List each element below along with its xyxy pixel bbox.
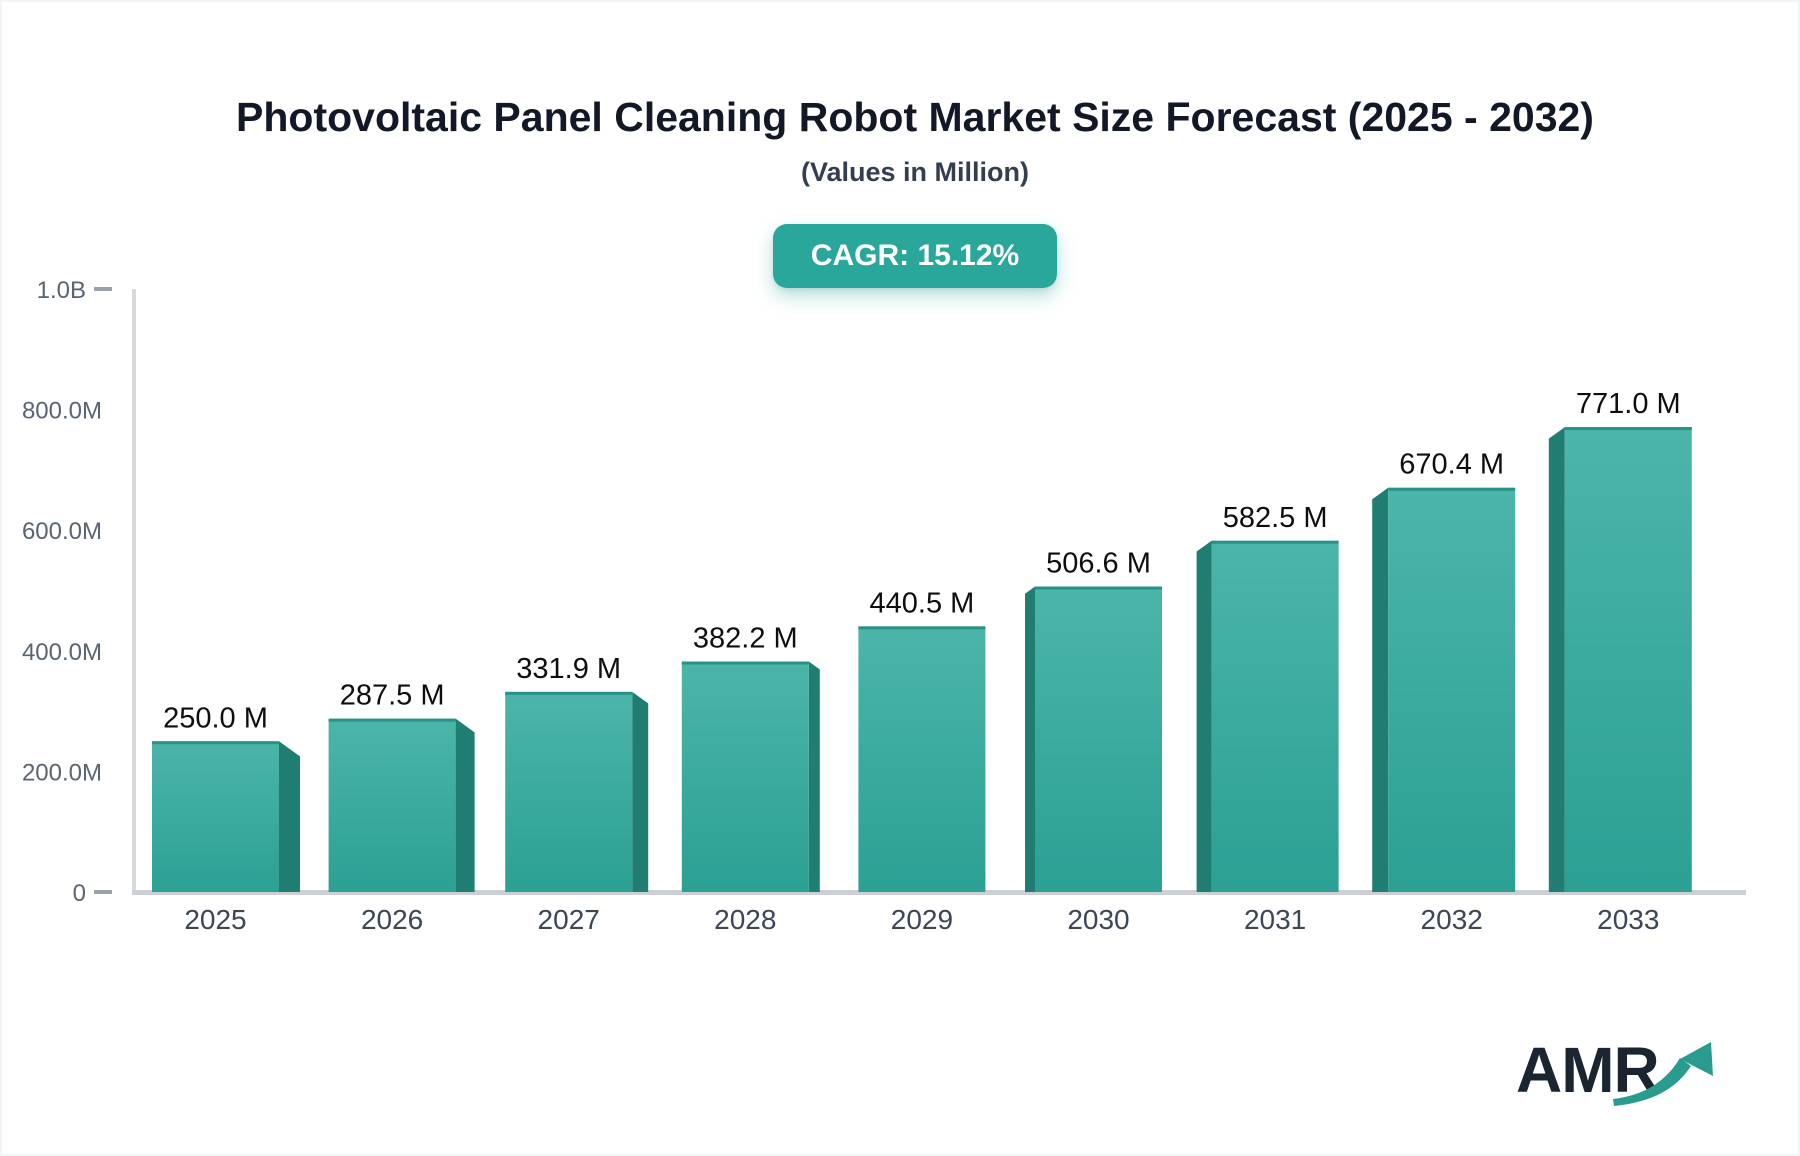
y-axis-tick-label: 600.0M [22, 518, 102, 545]
bar-value-label: 506.6 M [1046, 548, 1151, 580]
bar-top-edge [858, 626, 986, 630]
bar-front-face [1035, 586, 1162, 892]
x-axis-line [132, 890, 1746, 895]
y-axis-line [132, 289, 136, 892]
y-axis-tick-dash [94, 287, 112, 291]
bar-top-edge [1035, 586, 1162, 590]
bar-2032 [1372, 487, 1516, 892]
bar-2029 [858, 626, 986, 892]
bar-2031 [1196, 540, 1339, 892]
bar-top-edge [1564, 427, 1692, 431]
bar-front-face [858, 626, 986, 892]
logo-arrow-head-icon [1680, 1042, 1713, 1076]
bar-value-label: 771.0 M [1576, 388, 1681, 420]
bar-value-label: 582.5 M [1223, 502, 1328, 534]
bar-front-face [152, 741, 279, 892]
bar-value-label: 382.2 M [693, 623, 798, 655]
labels-layer: 250.0 M 2025 287.5 M 2026 331.9 M 2027 382.2 M… [163, 388, 1681, 935]
bar-2033 [1548, 427, 1692, 892]
bar-front-face [1564, 427, 1692, 892]
bar-front-face [1388, 487, 1516, 892]
bar-value-label: 287.5 M [340, 680, 445, 712]
y-axis-tick-label: 800.0M [22, 398, 102, 425]
x-axis-category-label: 2028 [714, 904, 776, 935]
bar-side-face [1196, 540, 1212, 892]
bar-top-edge [1211, 540, 1339, 544]
bar-top-edge [152, 741, 279, 745]
cagr-badge: CAGR: 15.12% [772, 224, 1058, 288]
x-axis-category-label: 2033 [1597, 904, 1659, 935]
bar-2030 [1025, 586, 1162, 892]
chart-header: Photovoltaic Panel Cleaning Robot Market… [62, 2, 1768, 288]
bar-2028 [681, 661, 820, 892]
bar-side-face [808, 661, 820, 892]
x-axis-category-label: 2025 [184, 904, 246, 935]
x-axis-category-label: 2026 [361, 904, 423, 935]
bar-2026 [328, 718, 475, 892]
bars-layer [152, 427, 1692, 892]
logo-arrow-icon [1613, 1058, 1691, 1106]
bar-value-label: 331.9 M [516, 653, 621, 685]
bar-side-face [455, 718, 475, 892]
y-axis-tick-label: 1.0B [37, 277, 86, 304]
bar-top-edge [681, 661, 809, 665]
x-axis-category-label: 2031 [1244, 904, 1306, 935]
bar-side-face [632, 691, 649, 892]
bar-front-face [505, 691, 633, 892]
bar-side-face [1025, 586, 1035, 892]
bar-side-face [1372, 487, 1389, 892]
bar-value-label: 250.0 M [163, 702, 268, 734]
bar-side-face [279, 741, 300, 892]
y-axis-tick-label: 200.0M [22, 759, 102, 786]
chart-subtitle: (Values in Million) [800, 157, 1030, 187]
bar-top-edge [505, 691, 633, 695]
x-axis-category-label: 2030 [1067, 904, 1129, 935]
bar-front-face [681, 661, 809, 892]
bar-top-edge [1388, 487, 1516, 491]
chart-title: Photovoltaic Panel Cleaning Robot Market… [236, 94, 1594, 140]
y-axis-tick-label: 400.0M [22, 639, 102, 666]
cagr-badge-wrap: CAGR: 15.12% [62, 224, 1768, 288]
bar-value-label: 440.5 M [870, 587, 975, 619]
x-axis-category-label: 2029 [891, 904, 953, 935]
amr-logo: AMR [1516, 1034, 1713, 1106]
x-axis-category-label: 2027 [538, 904, 600, 935]
bar-front-face [328, 718, 456, 892]
bar-side-face [1548, 427, 1565, 892]
bar-front-face [1211, 540, 1339, 892]
axis-layer: 0 200.0M 400.0M 600.0M 800.0M 1.0B [22, 277, 1746, 907]
y-axis-tick-dash [94, 890, 112, 894]
x-axis-category-label: 2032 [1421, 904, 1483, 935]
bar-2025 [152, 741, 300, 892]
bar-value-label: 670.4 M [1399, 449, 1504, 481]
bar-2027 [505, 691, 649, 892]
y-axis-tick-label: 0 [73, 880, 86, 907]
bar-top-edge [328, 718, 456, 722]
